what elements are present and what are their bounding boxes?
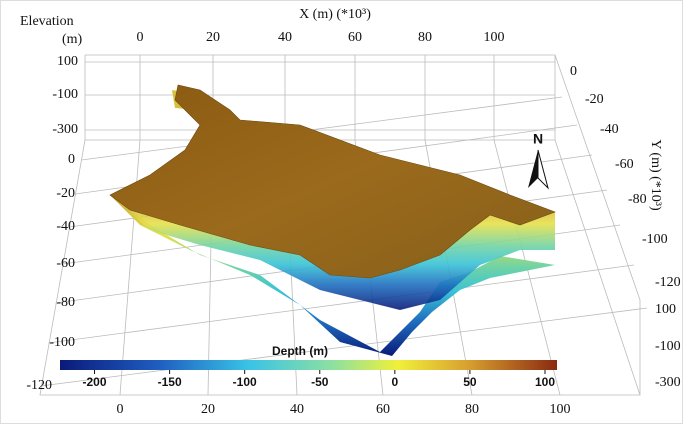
colorbar-tick-label: 50: [463, 375, 477, 389]
tick-label: -80: [56, 295, 75, 310]
colorbar-tick-label: 0: [391, 375, 398, 389]
floor: [39, 139, 641, 396]
tick-label: -100: [642, 232, 668, 247]
colorbar: Depth (m) -200 -150 -100 -50 0 50 100: [60, 344, 557, 389]
grid-line: [40, 307, 648, 387]
tick-label: 60: [376, 402, 390, 417]
tick-label: 60: [348, 30, 362, 45]
mid-layers: [110, 195, 555, 310]
tick-label: 100: [655, 302, 676, 317]
tick-label: -300: [52, 122, 78, 137]
tick-label: -60: [56, 256, 75, 271]
grid-line: [119, 139, 141, 396]
tick-label: -120: [26, 378, 52, 393]
colorbar-tick-label: -50: [311, 375, 329, 389]
tick-label: -300: [655, 375, 681, 390]
tick-label: -40: [56, 219, 75, 234]
tick-label: 0: [137, 30, 144, 45]
tick-label: 100: [484, 30, 505, 45]
tick-label: 20: [206, 30, 220, 45]
colorbar-tick-label: -100: [233, 375, 257, 389]
tick-label: -20: [585, 92, 604, 107]
north-arrow-right: [537, 149, 549, 190]
top-surface: [109, 84, 556, 279]
elevation-unit: (m): [62, 32, 83, 47]
tick-label: -100: [49, 335, 75, 350]
tick-label: 100: [550, 402, 571, 417]
tick-label: -100: [655, 339, 681, 354]
x-title: X (m) (*10³): [299, 7, 371, 22]
north-arrow-left: [528, 150, 538, 188]
colorbar-tick-label: 100: [535, 375, 555, 389]
elevation-label: Elevation: [20, 14, 74, 29]
tick-label: 80: [418, 30, 432, 45]
tick-label: -120: [655, 275, 681, 290]
colorbar-tick-label: -150: [158, 375, 182, 389]
tick-label: 0: [68, 152, 75, 167]
tick-label: -100: [52, 87, 78, 102]
grid-line: [48, 264, 635, 344]
north-arrow: N: [528, 131, 549, 190]
back-wall: [84, 54, 556, 141]
tick-label: 0: [570, 64, 577, 79]
colorbar-tick-label: -200: [83, 375, 107, 389]
tick-label: 20: [201, 402, 215, 417]
tick-label: 40: [290, 402, 304, 417]
tick-label: 80: [465, 402, 479, 417]
tick-label: 0: [117, 402, 124, 417]
tick-label: -40: [600, 122, 619, 137]
y-title: Y (m) (*10³): [648, 139, 663, 211]
grid-line: [81, 96, 563, 161]
tick-label: -60: [615, 157, 634, 172]
tick-label: 40: [278, 30, 292, 45]
geology-model: [109, 84, 556, 356]
tick-label: -20: [56, 186, 75, 201]
tick-label: -80: [628, 192, 647, 207]
north-label: N: [533, 131, 543, 147]
side-wall: [554, 54, 641, 395]
colorbar-label: Depth (m): [272, 344, 328, 358]
tick-label: 100: [57, 54, 78, 69]
colorbar-bar: [60, 360, 557, 370]
